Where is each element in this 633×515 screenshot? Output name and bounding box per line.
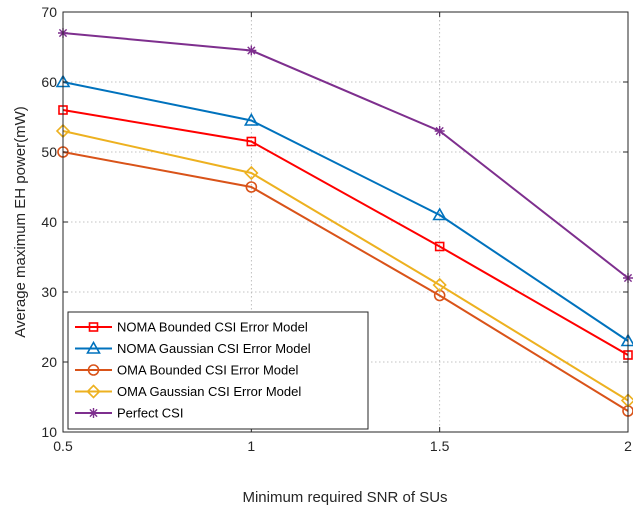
legend-label: OMA Bounded CSI Error Model: [117, 363, 298, 378]
legend-marker-circle: [87, 364, 100, 376]
legend-marker-triangle: [86, 340, 101, 354]
axis-ticks: 0.5 1 1.5 2 10 20 30 40 50 60 70: [41, 4, 632, 454]
x-tick-label: 2: [624, 438, 632, 454]
series-line: [62, 130, 629, 402]
x-axis-label: Minimum required SNR of SUs: [242, 489, 447, 506]
series-line: [62, 151, 629, 412]
y-tick-label: 40: [41, 214, 57, 230]
data-point-asterisk: [434, 126, 445, 136]
y-tick-label: 30: [41, 284, 57, 300]
legend: NOMA Bounded CSI Error Model NOMA Gaussia…: [67, 311, 369, 430]
y-tick-label: 60: [41, 74, 57, 90]
data-point-diamond: [432, 277, 447, 293]
y-tick-label: 20: [41, 354, 57, 370]
legend-label: OMA Gaussian CSI Error Model: [117, 384, 301, 399]
y-tick-label: 10: [41, 424, 57, 440]
legend-label: NOMA Bounded CSI Error Model: [117, 320, 308, 335]
x-tick-label: 0.5: [53, 438, 73, 454]
legend-marker-diamond: [86, 384, 101, 399]
data-point-triangle: [432, 207, 448, 221]
series-line: [62, 109, 629, 356]
data-point-diamond: [244, 165, 259, 181]
legend-box: [67, 311, 369, 430]
y-axis-label: Average maximum EH power(mW): [12, 106, 29, 337]
series-line: [62, 81, 629, 342]
x-tick-label: 1: [247, 438, 255, 454]
legend-label: NOMA Gaussian CSI Error Model: [117, 341, 311, 356]
y-tick-label: 50: [41, 144, 57, 160]
legend-label: Perfect CSI: [117, 406, 183, 421]
series-line: [62, 32, 629, 279]
data-point-circle: [245, 181, 258, 193]
data-point-square: [246, 136, 257, 147]
y-tick-label: 70: [41, 4, 57, 20]
x-tick-label: 1.5: [430, 438, 450, 454]
series-lines: [62, 32, 629, 412]
legend-marker-asterisk: [88, 408, 99, 418]
data-point-triangle: [243, 112, 259, 126]
data-point-asterisk: [246, 45, 257, 56]
legend-marker-square: [88, 322, 99, 332]
data-point-square: [434, 241, 445, 252]
